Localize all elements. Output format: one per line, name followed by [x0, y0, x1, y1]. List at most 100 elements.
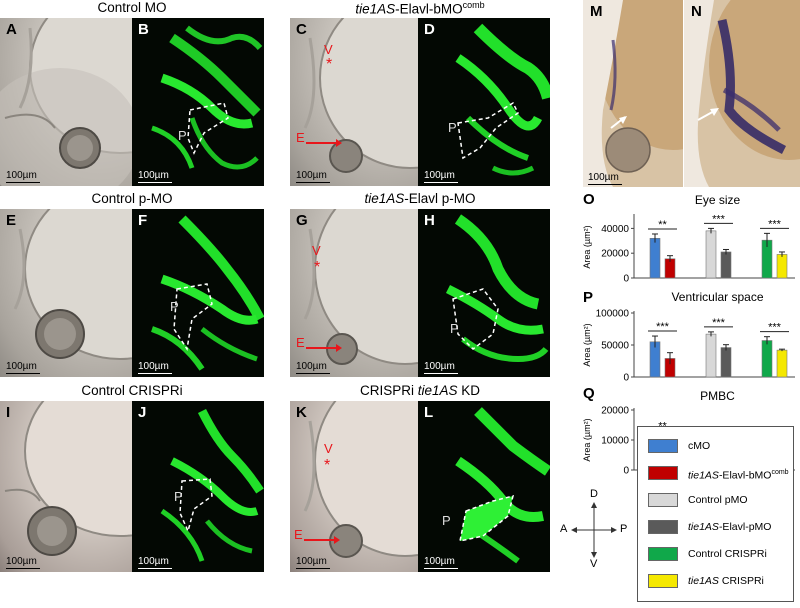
- chart-title-ventricular-space: Ventricular space: [671, 290, 764, 304]
- panel-label-e: E: [6, 212, 17, 229]
- eye-arrow-g: [306, 344, 342, 352]
- panel-label-j: J: [138, 404, 147, 421]
- legend-swatch: [648, 439, 678, 453]
- chart-legend: cMO tie1AS-Elavl-bMOcomb Control pMO tie1AS…: [637, 426, 794, 602]
- ventricle-marker-k: V: [324, 441, 333, 456]
- scale-bar-k: 100µm: [296, 556, 330, 569]
- bar: [720, 251, 732, 279]
- significance-label: ***: [768, 322, 782, 334]
- panel-i-brightfield: I 100µm: [0, 401, 132, 572]
- panel-g-brightfield: G V * E 100µm: [290, 209, 418, 377]
- compass-anterior: A: [560, 523, 568, 535]
- chart-ventricular-space: Area (µm²) 0 50000 100000 *** *** ***: [582, 309, 795, 384]
- scale-bar-b: 100µm: [138, 170, 172, 183]
- panel-l-fluorescence: L P 100µm: [418, 401, 550, 572]
- pmbc-label-j: P: [174, 489, 183, 504]
- panel-label-c: C: [296, 21, 307, 38]
- panel-n-in-situ: N: [684, 0, 800, 187]
- legend-label: tie1AS CRISPRi: [688, 575, 764, 587]
- embryo-head-image: [13, 209, 132, 360]
- in-situ-image: [583, 0, 683, 187]
- y-tick-label: 50000: [601, 341, 629, 352]
- pmbc-label-l: P: [442, 513, 451, 528]
- panel-label-a: A: [6, 21, 17, 38]
- y-tick-label: 0: [623, 373, 629, 384]
- legend-label: tie1AS-Elavl-pMO: [688, 521, 772, 533]
- legend-label: Control CRISPRi: [688, 548, 767, 560]
- bar: [761, 340, 773, 378]
- eye-arrow-k: [304, 536, 340, 544]
- legend-label: Control pMO: [688, 494, 748, 506]
- panel-label-p: P: [583, 289, 594, 306]
- bar: [705, 333, 717, 378]
- vasculature-image: [445, 214, 549, 363]
- title-tie1as-bmo: tie1AS-Elavl-bMOcomb: [355, 0, 485, 17]
- panel-j-fluorescence: J P 100µm: [132, 401, 264, 572]
- scale-bar-m: 100µm: [588, 172, 622, 185]
- y-tick-label: 20000: [601, 249, 629, 260]
- scale-bar-h: 100µm: [424, 361, 458, 374]
- pmbc-label-b: P: [178, 128, 187, 143]
- title-crispri-kd: CRISPRi tie1AS KD: [359, 383, 481, 398]
- title-control-crispri: Control CRISPRi: [81, 383, 183, 398]
- panel-label-q: Q: [583, 385, 595, 402]
- pmbc-label-h: P: [450, 321, 459, 336]
- compass-ventral: V: [590, 558, 598, 570]
- panel-c-brightfield: C V * E 100µm: [290, 18, 418, 186]
- y-axis-label: Area (µm²): [582, 225, 592, 268]
- scale-bar-f: 100µm: [138, 361, 172, 374]
- legend-label: cMO: [688, 440, 711, 452]
- bar: [705, 230, 717, 279]
- in-situ-image: [684, 0, 800, 187]
- y-tick-label: 40000: [601, 224, 629, 235]
- panel-a-brightfield: A 100µm: [0, 18, 132, 186]
- panel-d-fluorescence: D P 100µm: [418, 18, 550, 186]
- bar: [776, 254, 788, 279]
- y-tick-label: 0: [623, 466, 629, 477]
- panel-label-d: D: [424, 21, 435, 38]
- scale-bar-c: 100µm: [296, 170, 330, 183]
- asterisk-g: *: [314, 259, 321, 276]
- scale-bar-e: 100µm: [6, 361, 40, 374]
- asterisk-k: *: [324, 457, 331, 474]
- scale-bar-l: 100µm: [424, 556, 458, 569]
- legend-swatch: [648, 574, 678, 588]
- panel-e-brightfield: E 100µm: [0, 209, 132, 377]
- ventricle-marker-c: V: [324, 42, 333, 57]
- title-control-pmo: Control p-MO: [91, 191, 173, 206]
- panel-label-m: M: [590, 3, 603, 20]
- vasculature-image: [150, 215, 264, 371]
- scale-bar-j: 100µm: [138, 556, 172, 569]
- eye-arrow-c: [306, 139, 342, 147]
- y-tick-label: 100000: [596, 309, 630, 320]
- panel-label-l: L: [424, 404, 434, 421]
- eye-marker-g: E: [296, 335, 305, 350]
- y-tick-label: 0: [623, 274, 629, 285]
- eye-marker-k: E: [294, 527, 303, 542]
- vasculature-image: [160, 408, 264, 562]
- panel-label-i: I: [6, 404, 11, 421]
- legend-swatch: [648, 493, 678, 507]
- panel-label-o: O: [583, 191, 595, 208]
- significance-label: ***: [712, 213, 726, 225]
- bar: [720, 347, 732, 378]
- panel-f-fluorescence: F P 100µm: [132, 209, 264, 377]
- vasculature-image: [455, 23, 550, 176]
- vasculature-image: [455, 407, 550, 564]
- chart-title-pmbc: PMBC: [700, 389, 735, 403]
- panel-b-fluorescence: B P 100µm: [132, 18, 264, 186]
- bar: [649, 238, 661, 279]
- y-axis-label: Area (µm²): [582, 418, 592, 461]
- panel-m-in-situ: M 100µm: [583, 0, 683, 187]
- panel-label-h: H: [424, 212, 435, 229]
- compass-arrows-icon: [571, 502, 617, 558]
- axis-compass: D V A P: [560, 488, 630, 570]
- legend-label: tie1AS-Elavl-bMOcomb: [688, 469, 789, 482]
- significance-label: ***: [712, 317, 726, 329]
- y-tick-label: 20000: [601, 406, 629, 417]
- panel-label-n: N: [691, 3, 702, 20]
- legend-swatch: [648, 520, 678, 534]
- embryo-head-image: [303, 401, 418, 558]
- title-control-mo: Control MO: [97, 0, 167, 15]
